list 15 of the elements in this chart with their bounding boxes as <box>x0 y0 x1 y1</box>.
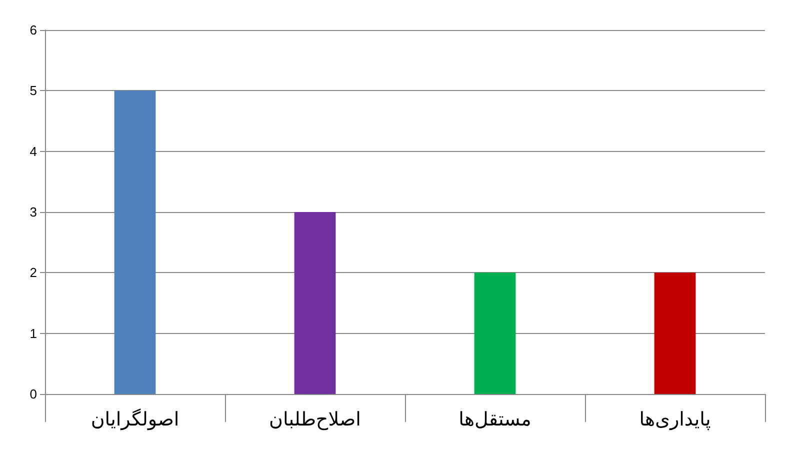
x-tick-label: مستقل‌ها <box>458 408 532 430</box>
y-tick-label: 4 <box>30 144 37 159</box>
bar <box>294 212 336 394</box>
x-tick-label: اصلاح‌طلبان <box>269 408 361 430</box>
y-tick-label: 6 <box>30 22 37 38</box>
x-tick-label: اصولگرایان <box>90 408 180 430</box>
y-tick-label: 1 <box>30 326 37 341</box>
y-tick-label: 2 <box>30 265 37 280</box>
bar <box>114 90 156 394</box>
y-tick-label: 5 <box>30 83 37 98</box>
bar <box>474 272 516 394</box>
y-tick-label: 3 <box>30 204 37 220</box>
x-tick-label: پایداری‌ها <box>639 408 711 430</box>
bar <box>654 272 696 394</box>
y-tick-label: 0 <box>30 386 37 402</box>
